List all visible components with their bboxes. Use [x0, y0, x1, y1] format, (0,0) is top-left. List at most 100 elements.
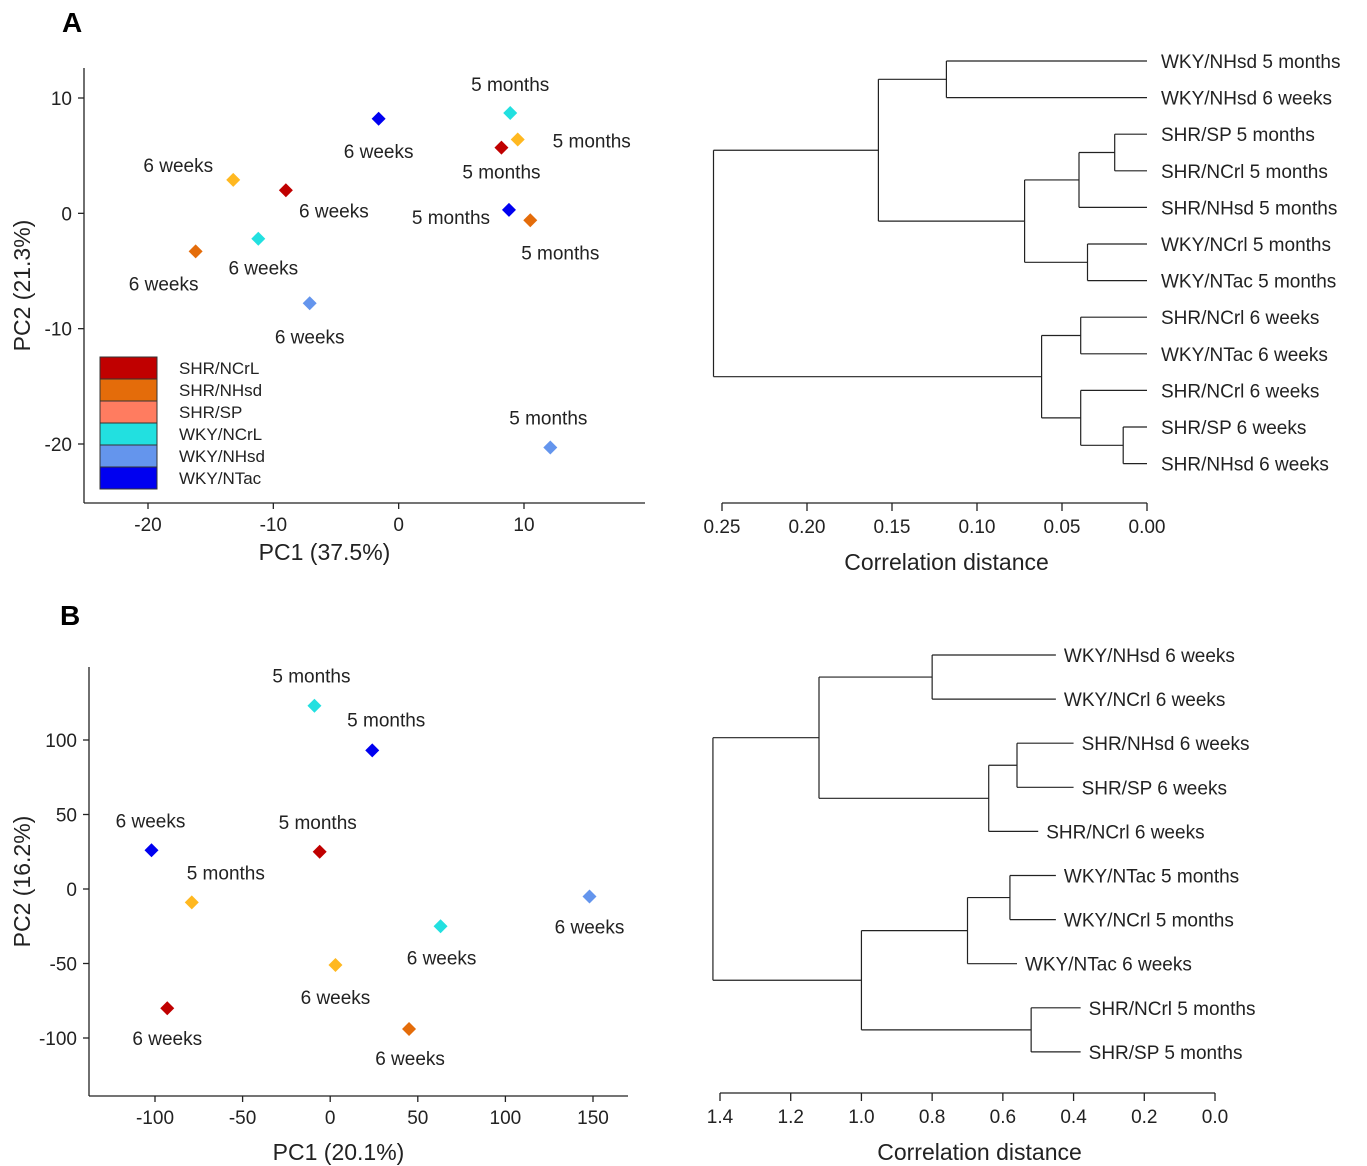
- data-point: [251, 231, 266, 246]
- distance-tick-label: 1.2: [778, 1107, 804, 1128]
- panel-letter-b: B: [60, 600, 80, 631]
- legend-label: WKY/NTac: [179, 469, 262, 488]
- leaf-label: SHR/NHsd 6 weeks: [1161, 455, 1329, 476]
- data-point: [501, 202, 516, 217]
- point-label: 5 months: [412, 208, 490, 229]
- pca-scatter-a: -20 -10 0 10 10 0 -10 -20 PC1 (37.5%) PC2 (21.3%)…: [9, 68, 645, 565]
- point-label: 6 weeks: [228, 259, 298, 280]
- data-point: [402, 1022, 417, 1037]
- y-tick-label: 100: [45, 731, 77, 752]
- leaf-label: SHR/SP 6 weeks: [1082, 778, 1227, 799]
- x-tick-label: 150: [577, 1108, 609, 1129]
- point-label: 6 weeks: [299, 201, 369, 222]
- x-tick-label: 10: [513, 515, 534, 536]
- distance-tick-label: 0.2: [1131, 1107, 1157, 1128]
- legend-swatch: [99, 422, 158, 446]
- leaf-label: WKY/NTac 6 weeks: [1161, 345, 1328, 366]
- point-label: 5 months: [509, 408, 587, 429]
- distance-axis-title: Correlation distance: [844, 549, 1049, 575]
- legend-label: SHR/SP: [179, 403, 242, 422]
- leaf-label: SHR/NCrl 6 weeks: [1161, 308, 1319, 329]
- data-point: [503, 105, 518, 120]
- data-point: [188, 244, 203, 259]
- data-point: [523, 213, 538, 228]
- legend-swatch: [99, 444, 158, 468]
- distance-tick-label: 0.25: [704, 517, 741, 538]
- leaf-label: WKY/NHsd 6 weeks: [1161, 89, 1332, 110]
- distance-tick-label: 0.8: [919, 1107, 945, 1128]
- y-tick-label: 0: [66, 880, 77, 901]
- leaf-label: SHR/NCrl 6 weeks: [1161, 381, 1319, 402]
- data-point: [371, 111, 386, 126]
- leaf-label: SHR/NCrl 6 weeks: [1046, 822, 1204, 843]
- point-label: 5 months: [553, 132, 631, 153]
- dendrogram-b: WKY/NHsd 6 weeks WKY/NCrl 6 weeks SHR/NHsd…: [707, 646, 1256, 1165]
- distance-tick-label: 0.6: [990, 1107, 1016, 1128]
- dendrogram-a: WKY/NHsd 5 months WKY/NHsd 6 weeks SHR/SP …: [704, 52, 1341, 575]
- legend-swatch: [99, 378, 158, 402]
- leaf-label: WKY/NTac 6 weeks: [1025, 955, 1192, 976]
- point-label: 6 weeks: [116, 811, 186, 832]
- distance-tick-label: 1.0: [848, 1107, 874, 1128]
- y-axis-title: PC2 (16.2%): [9, 816, 35, 948]
- distance-tick-label: 0.0: [1202, 1107, 1228, 1128]
- legend-label: WKY/NCrL: [179, 425, 262, 444]
- y-tick-label: -10: [45, 320, 72, 341]
- data-point: [510, 132, 525, 147]
- x-tick-label: -100: [136, 1108, 174, 1129]
- leaf-label: SHR/SP 6 weeks: [1161, 418, 1306, 439]
- point-label: 6 weeks: [132, 1029, 202, 1050]
- legend-label: SHR/NHsd: [179, 381, 262, 400]
- x-tick-label: 100: [490, 1108, 522, 1129]
- point-label: 6 weeks: [301, 988, 371, 1009]
- data-point: [582, 889, 597, 904]
- leaf-label: WKY/NHsd 5 months: [1161, 52, 1341, 73]
- y-tick-label: 0: [61, 204, 72, 225]
- point-label: 5 months: [462, 163, 540, 184]
- y-tick-label: -50: [50, 955, 77, 976]
- x-tick-label: 0: [393, 515, 404, 536]
- point-label: 5 months: [347, 710, 425, 731]
- leaf-label: WKY/NCrl 5 months: [1161, 235, 1331, 256]
- leaf-label: WKY/NTac 5 months: [1161, 272, 1336, 293]
- point-label: 6 weeks: [555, 917, 625, 938]
- leaf-label: WKY/NCrl 6 weeks: [1064, 690, 1226, 711]
- y-tick-label: 50: [56, 806, 77, 827]
- y-axis-title: PC2 (21.3%): [9, 220, 35, 352]
- distance-tick-label: 0.00: [1129, 517, 1166, 538]
- leaf-label: WKY/NCrl 5 months: [1064, 911, 1234, 932]
- legend-swatch: [99, 400, 158, 424]
- point-label: 5 months: [187, 863, 265, 884]
- x-tick-label: 50: [407, 1108, 428, 1129]
- x-tick-label: 0: [325, 1108, 336, 1129]
- y-tick-label: -100: [39, 1029, 77, 1050]
- point-label: 5 months: [521, 243, 599, 264]
- leaf-label: WKY/NHsd 6 weeks: [1064, 646, 1235, 667]
- distance-tick-label: 1.4: [707, 1107, 734, 1128]
- data-point: [184, 895, 199, 910]
- x-tick-label: -10: [260, 515, 287, 536]
- legend-label: SHR/NCrL: [179, 359, 259, 378]
- x-axis-title: PC1 (37.5%): [259, 539, 391, 565]
- y-tick-label: -20: [45, 435, 72, 456]
- data-point: [433, 919, 448, 934]
- point-label: 6 weeks: [344, 142, 414, 163]
- point-label: 6 weeks: [275, 327, 345, 348]
- legend-swatch: [99, 356, 158, 380]
- leaf-label: SHR/SP 5 months: [1161, 125, 1315, 146]
- data-point: [312, 844, 327, 859]
- leaf-label: SHR/NCrl 5 months: [1161, 162, 1328, 183]
- leaf-label: SHR/NHsd 5 months: [1161, 198, 1337, 219]
- distance-tick-label: 0.15: [874, 517, 911, 538]
- leaf-label: SHR/NCrl 5 months: [1089, 999, 1256, 1020]
- point-label: 5 months: [471, 75, 549, 96]
- point-label: 5 months: [272, 667, 350, 688]
- legend-label: WKY/NHsd: [179, 447, 265, 466]
- data-point: [144, 843, 159, 858]
- legend-swatch: [99, 466, 158, 490]
- x-tick-label: -50: [229, 1108, 256, 1129]
- leaf-label: WKY/NTac 5 months: [1064, 867, 1239, 888]
- x-tick-label: -20: [134, 515, 161, 536]
- point-label: 6 weeks: [129, 274, 199, 295]
